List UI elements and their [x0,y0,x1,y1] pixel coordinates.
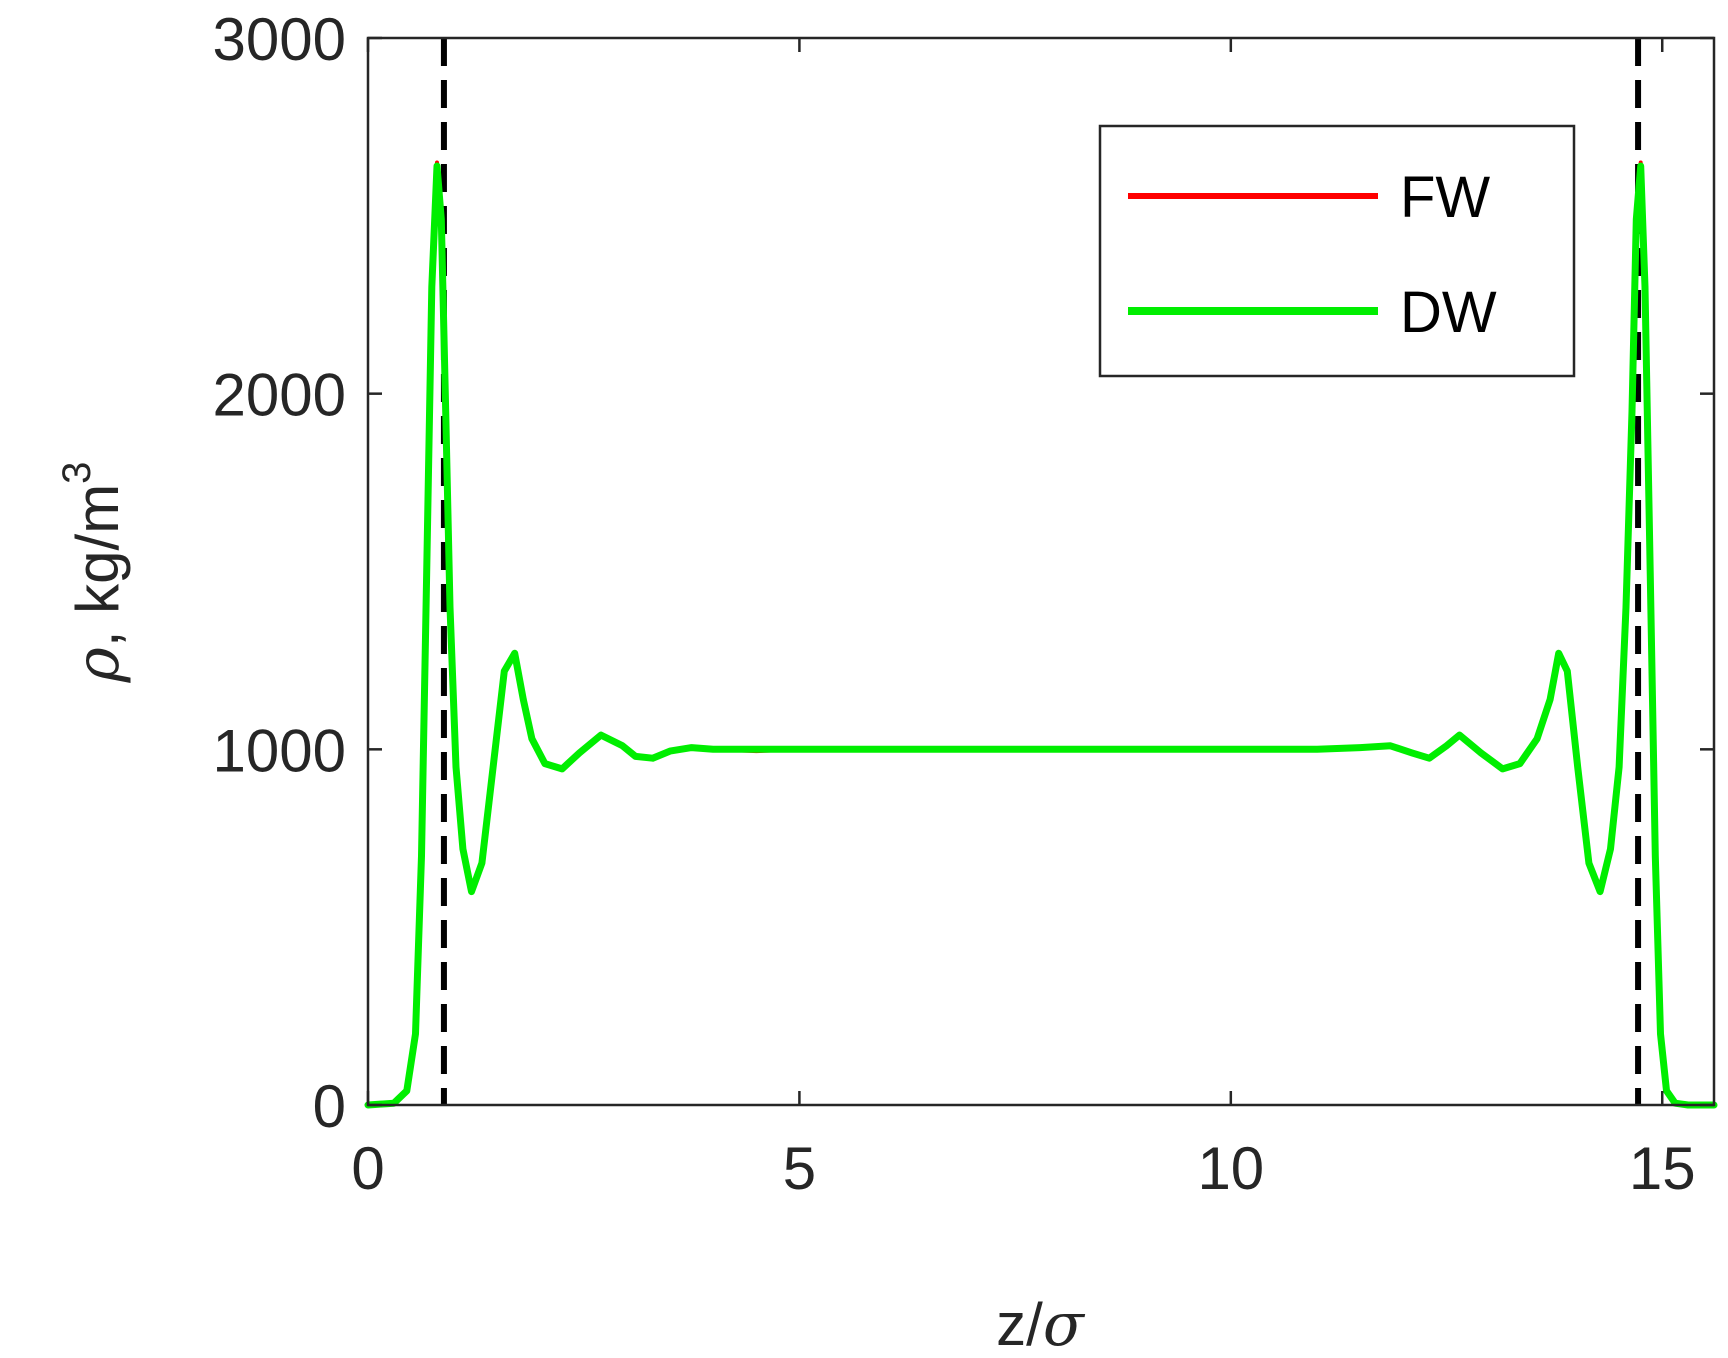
x-tick-label: 5 [783,1135,816,1202]
y-axis-label-superscript: 3 [55,462,99,484]
y-tick-label: 1000 [213,717,346,784]
legend: FW DW [1098,124,1576,378]
x-axis-label: z/σ [996,1290,1086,1358]
axis-tick-labels: 0 5 10 15 0 1000 2000 3000 [213,6,1696,1202]
y-tick-label: 2000 [213,362,346,429]
legend-label-fw: FW [1400,165,1490,230]
series-line-dw [364,162,1718,1109]
x-axis-label-main: z/ [996,1291,1043,1358]
y-tick-label: 3000 [213,6,346,73]
plot-frame [366,36,1716,1107]
x-tick-label: 10 [1197,1135,1264,1202]
y-axis-label: ρ, kg/m3 [55,462,133,684]
y-axis-label-symbol: ρ [63,647,133,683]
x-axis-label-symbol: σ [1043,1290,1086,1358]
x-tick-label: 0 [351,1135,384,1202]
series-lines [364,160,1718,1109]
y-axis-label-main: , kg/m [64,484,131,647]
axis-ticks [366,36,1714,1107]
legend-box [1098,124,1576,378]
x-tick-label: 15 [1629,1135,1696,1202]
legend-label-dw: DW [1400,280,1497,345]
y-tick-label: 0 [313,1073,346,1140]
